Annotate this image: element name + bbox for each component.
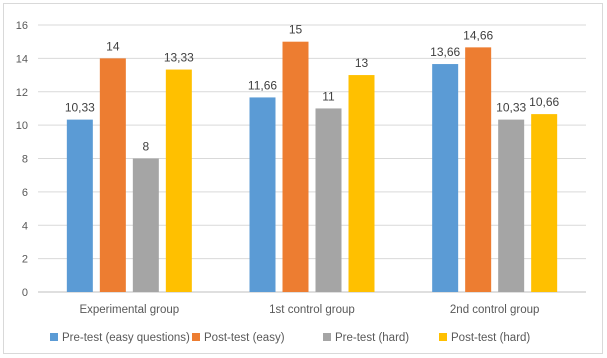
bar: [348, 75, 375, 292]
category-label: 1st control group: [269, 304, 355, 316]
y-tick-label: 4: [22, 220, 28, 232]
category-label: 2nd control group: [450, 304, 540, 316]
y-tick-label: 6: [22, 187, 28, 199]
data-label: 14,66: [463, 28, 493, 42]
data-label: 10,33: [65, 101, 95, 115]
bar: [432, 64, 459, 292]
legend-swatch: [192, 333, 200, 341]
data-label: 15: [289, 23, 303, 37]
bar: [249, 97, 276, 292]
data-label: 8: [142, 140, 149, 154]
data-label: 11,66: [248, 78, 277, 92]
category-label: Experimental group: [79, 304, 179, 316]
bar: [498, 119, 525, 292]
bar: [282, 41, 309, 292]
legend-label: Pre-test (hard): [335, 332, 409, 344]
bar: [66, 119, 93, 292]
legend-swatch: [323, 333, 331, 341]
y-tick-label: 10: [16, 120, 28, 132]
legend-label: Post-test (easy): [204, 332, 285, 344]
bar: [132, 158, 159, 292]
data-label: 13,33: [164, 51, 194, 65]
y-tick-label: 2: [22, 254, 28, 266]
bar: [465, 47, 492, 292]
data-label: 10,33: [496, 101, 526, 115]
bar: [531, 114, 558, 292]
data-label: 13,66: [430, 45, 460, 59]
y-tick-label: 14: [16, 53, 28, 65]
data-label: 11: [322, 89, 335, 103]
bar: [99, 58, 126, 292]
legend-label: Pre-test (easy questions): [62, 332, 190, 344]
y-tick-label: 16: [16, 20, 28, 32]
y-tick-label: 8: [22, 154, 28, 166]
data-label: 14: [106, 39, 120, 53]
legend-swatch: [50, 333, 58, 341]
legend-label: Post-test (hard): [451, 332, 530, 344]
data-label: 10,66: [529, 95, 559, 109]
data-label: 13: [355, 56, 369, 70]
y-tick-label: 12: [16, 87, 28, 99]
bar: [165, 69, 192, 292]
bar: [315, 108, 342, 292]
legend-swatch: [439, 333, 447, 341]
y-tick-label: 0: [22, 287, 28, 299]
